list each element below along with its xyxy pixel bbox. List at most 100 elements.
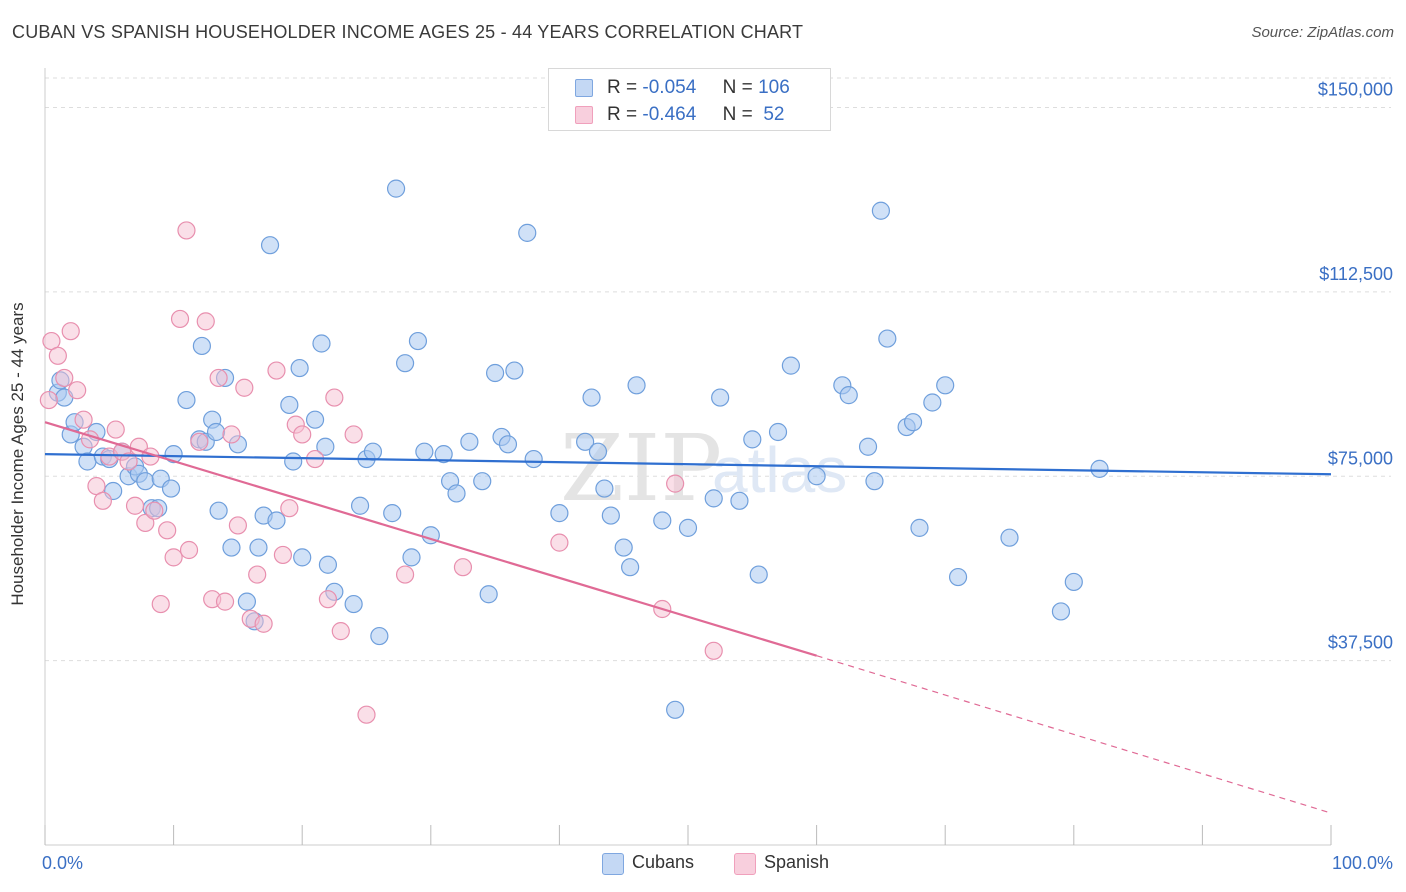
cubans-point: [878, 329, 897, 348]
cubans-point: [910, 518, 929, 537]
cubans-point: [524, 449, 543, 469]
spanish-point: [39, 390, 58, 410]
legend-r-value: -0.464: [642, 104, 697, 125]
spanish-point: [48, 346, 67, 365]
cubans-point: [627, 376, 646, 395]
legend-n-label: N =: [722, 104, 753, 125]
spanish-point: [550, 533, 569, 552]
spanish-point: [68, 381, 87, 400]
cubans-point: [363, 442, 383, 461]
legend-n-value: 106: [758, 77, 790, 98]
cubans-point: [948, 567, 968, 587]
cubans-point: [839, 386, 858, 405]
spanish-point: [164, 548, 183, 567]
cubans-point: [237, 592, 257, 611]
source-label: Source: ZipAtlas.com: [1251, 24, 1394, 41]
spanish-point: [106, 420, 125, 439]
cubans-point: [161, 479, 181, 498]
cubans-trend-line: [44, 453, 1332, 476]
cubans-point: [402, 548, 421, 567]
spanish-point: [209, 368, 228, 388]
cubans-point: [164, 445, 183, 464]
cubans-point: [936, 376, 955, 395]
y-tick-label: $112,500: [1319, 264, 1393, 284]
axes: [44, 68, 1332, 846]
spanish-point: [190, 432, 209, 451]
cubans-point: [903, 413, 923, 432]
spanish-point: [74, 410, 93, 429]
spanish-trend-line: [44, 421, 817, 657]
cubans-point: [588, 442, 608, 461]
cubans-point: [260, 236, 280, 255]
cubans-point: [249, 538, 268, 557]
cubans-point: [601, 506, 620, 525]
spanish-swatch: [734, 853, 756, 875]
spanish-point: [55, 368, 74, 388]
legend-r-label: R =: [607, 77, 638, 98]
spanish-point: [93, 491, 112, 510]
watermark-atlas: atlas: [712, 434, 847, 506]
chart-title: CUBAN VS SPANISH HOUSEHOLDER INCOME AGES…: [12, 22, 804, 42]
spanish-point: [177, 221, 196, 240]
spanish-point: [145, 501, 164, 520]
cubans-point: [621, 558, 640, 577]
spanish-point: [125, 496, 145, 515]
cubans-point: [386, 179, 406, 198]
cubans-point: [460, 432, 479, 451]
cubans-point: [858, 437, 878, 456]
cubans-point: [434, 445, 453, 464]
cubans-point: [871, 201, 891, 220]
spanish-point: [666, 474, 685, 493]
legend-n-value: 52: [758, 104, 785, 125]
cubans-points: [48, 179, 1109, 719]
cubans-point: [305, 410, 325, 429]
cubans-point: [749, 565, 768, 584]
cubans-point: [350, 496, 370, 515]
cubans-point: [666, 700, 685, 719]
cubans-point: [383, 504, 402, 523]
spanish-point: [248, 565, 267, 584]
cubans-point: [312, 334, 331, 353]
spanish-point: [158, 521, 177, 540]
cubans-point: [415, 442, 434, 461]
cubans-point: [206, 422, 226, 442]
spanish-point: [267, 361, 286, 380]
cubans-point: [807, 467, 826, 486]
cubans-point: [550, 504, 569, 523]
cubans-point: [136, 472, 155, 491]
y-tick-label: $75,000: [1328, 448, 1393, 468]
tick-labels: $37,500 $75,000 $112,500 $150,000 0.0% 100.0%: [42, 80, 1393, 874]
spanish-point: [395, 565, 415, 584]
cubans-point: [473, 472, 492, 491]
cubans-point: [743, 430, 762, 449]
cubans-point: [395, 354, 415, 373]
spanish-point: [280, 499, 299, 518]
spanish-point: [119, 452, 138, 471]
spanish-trend-extension: [816, 655, 1332, 814]
cubans-point: [293, 548, 312, 567]
cubans-point: [370, 626, 389, 646]
spanish-point: [293, 425, 312, 444]
spanish-point: [151, 594, 170, 614]
cubans-point: [498, 435, 518, 454]
spanish-point: [344, 425, 363, 444]
cubans-point: [290, 358, 309, 378]
cubans-point: [1000, 528, 1019, 547]
spanish-point: [222, 425, 241, 444]
y-axis-label: Householder Income Ages 25 - 44 years: [8, 302, 27, 606]
spanish-point: [196, 312, 215, 331]
spanish-point: [215, 592, 235, 611]
cubans-point: [192, 336, 211, 356]
cubans-point: [505, 361, 524, 380]
cubans-swatch: [602, 853, 624, 875]
cubans-point: [923, 393, 942, 412]
spanish-point: [453, 558, 473, 577]
cubans-point: [582, 388, 601, 407]
cubans-point: [316, 437, 335, 456]
cubans-point: [447, 484, 466, 503]
x-tick-label-min: 0.0%: [42, 853, 83, 873]
cubans-point: [318, 555, 338, 574]
cubans-point: [1090, 459, 1109, 478]
legend-r-value: -0.054: [642, 77, 697, 98]
